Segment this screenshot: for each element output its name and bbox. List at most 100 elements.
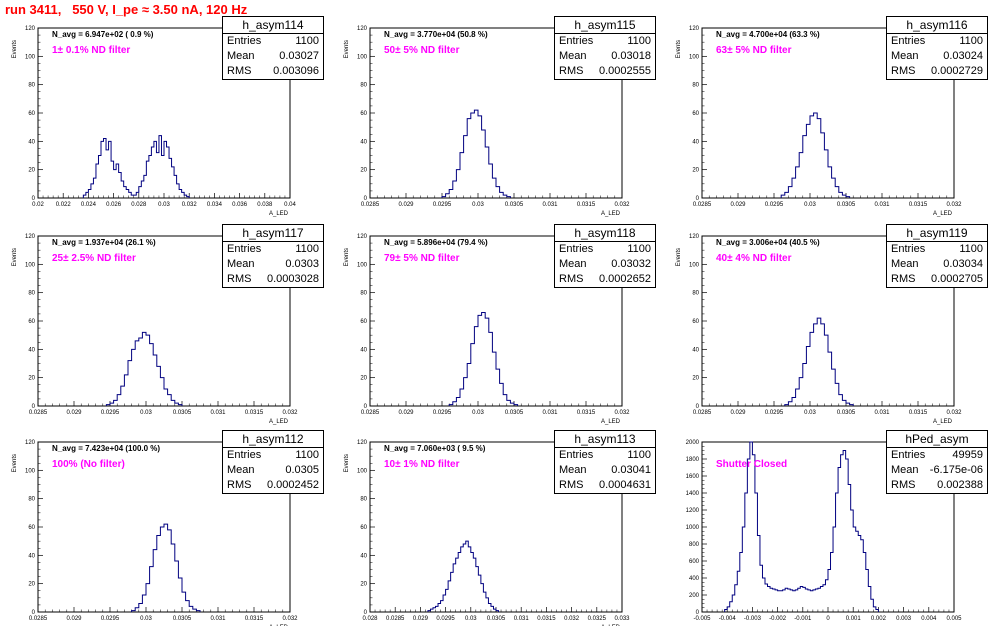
y-tick-label: 60: [28, 525, 35, 531]
stats-row: RMS 0.0002705: [887, 272, 987, 287]
stats-row: RMS 0.0002729: [887, 64, 987, 79]
histogram-panel-h_asym118: 0.0285 0.029 0.0295 0.03 0.0305 0.031 0.0315 0.…: [332, 222, 656, 425]
y-tick-label: 120: [357, 26, 368, 32]
y-tick-label: 20: [360, 582, 367, 588]
y-tick-label: 60: [360, 111, 367, 117]
stats-key: RMS: [227, 65, 252, 77]
x-tick-label: 0.03: [804, 410, 816, 416]
stats-key: RMS: [891, 65, 916, 77]
stats-row: Mean 0.03041: [555, 463, 655, 478]
y-tick-label: 20: [28, 168, 35, 174]
y-tick-label: 1600: [686, 474, 700, 480]
stats-row: RMS 0.002388: [887, 478, 987, 493]
y-axis-label: Events: [676, 40, 682, 58]
x-axis-label: A_LED: [933, 419, 953, 425]
stats-box: hPed_asym Entries 49959 Mean -6.175e-06 RMS 0.…: [886, 430, 988, 494]
y-axis-label: Events: [12, 40, 18, 58]
histogram-svg: 0.0285 0.029 0.0295 0.03 0.0305 0.031 0.0315 0.…: [12, 440, 298, 626]
x-tick-label: 0.029: [730, 202, 746, 208]
y-tick-label: 40: [28, 347, 35, 353]
y-tick-label: 800: [689, 542, 700, 548]
stats-value: 0.03018: [611, 50, 651, 62]
stats-key: RMS: [227, 479, 252, 491]
x-tick-label: 0.032: [282, 410, 298, 416]
stats-row: RMS 0.0003028: [223, 272, 323, 287]
run-title: run 3411, 550 V, I_pe ≈ 3.50 nA, 120 Hz: [5, 2, 248, 17]
y-tick-label: 600: [689, 559, 700, 565]
y-tick-label: 60: [692, 319, 699, 325]
histogram-name: h_asym116: [887, 17, 987, 34]
y-tick-label: 1800: [686, 457, 700, 463]
x-tick-label: 0.034: [207, 202, 223, 208]
x-tick-label: 0.029: [398, 202, 414, 208]
y-tick-label: 20: [28, 376, 35, 382]
x-tick-label: 0.0305: [837, 202, 856, 208]
y-tick-label: 20: [28, 582, 35, 588]
stats-key: RMS: [891, 479, 916, 491]
histogram-line: [427, 540, 500, 612]
y-tick-label: 0: [696, 404, 700, 410]
x-tick-label: 0.031: [210, 616, 226, 622]
stats-box: h_asym116 Entries 1100 Mean 0.03024 RMS 0.0002…: [886, 16, 988, 80]
x-tick-label: 0.03: [158, 202, 170, 208]
y-tick-label: 0: [364, 610, 368, 616]
navg-label: N_avg = 3.770e+04 (50.8 %): [384, 30, 488, 39]
histogram-name: hPed_asym: [887, 431, 987, 448]
x-tick-label: 0.029: [66, 410, 82, 416]
stats-box: h_asym112 Entries 1100 Mean 0.0305 RMS 0.00024…: [222, 430, 324, 494]
stats-box: h_asym119 Entries 1100 Mean 0.03034 RMS 0.0002…: [886, 224, 988, 288]
histogram-panel-h_asym117: 0.0285 0.029 0.0295 0.03 0.0305 0.031 0.0315 0.…: [0, 222, 324, 425]
x-tick-label: -0.002: [769, 616, 787, 622]
y-tick-label: 100: [25, 54, 36, 60]
y-tick-label: 120: [25, 440, 36, 446]
x-tick-label: -0.005: [693, 616, 711, 622]
y-tick-label: 100: [689, 54, 700, 60]
histogram-line: [131, 523, 201, 612]
stats-box: h_asym113 Entries 1100 Mean 0.03041 RMS 0.0004…: [554, 430, 656, 494]
filter-label: 40± 4% ND filter: [716, 253, 792, 264]
stats-row: Entries 1100: [555, 242, 655, 257]
y-tick-label: 1200: [686, 508, 700, 514]
stats-key: Mean: [559, 258, 587, 270]
x-tick-label: 0.03: [465, 616, 477, 622]
stats-row: Entries 1100: [555, 34, 655, 49]
histogram-line: [448, 312, 519, 406]
stats-value: 1100: [627, 449, 651, 461]
stats-key: Entries: [227, 243, 262, 255]
y-tick-label: 60: [28, 111, 35, 117]
y-tick-label: 0: [364, 404, 368, 410]
stats-value: 1100: [295, 243, 319, 255]
stats-box: h_asym114 Entries 1100 Mean 0.03027 RMS 0.0030…: [222, 16, 324, 80]
stats-key: RMS: [559, 65, 584, 77]
stats-box: h_asym118 Entries 1100 Mean 0.03032 RMS 0.0002…: [554, 224, 656, 288]
stats-key: Entries: [891, 449, 926, 461]
y-axis-label: Events: [344, 248, 350, 266]
x-tick-label: 0.02: [32, 202, 44, 208]
histogram-svg: 0.0285 0.029 0.0295 0.03 0.0305 0.031 0.0315 0.…: [676, 234, 962, 425]
histogram-panel-h_asym115: 0.0285 0.029 0.0295 0.03 0.0305 0.031 0.0315 0.…: [332, 14, 656, 217]
stats-value: 1100: [627, 243, 651, 255]
stats-row: Entries 49959: [887, 448, 987, 463]
histogram-panel-h_asym114: 0.02 0.022 0.024 0.026 0.028 0.03 0.032 0.034 0.…: [0, 14, 324, 217]
x-tick-label: 0.03: [804, 202, 816, 208]
y-tick-label: 40: [692, 347, 699, 353]
stats-box: h_asym115 Entries 1100 Mean 0.03018 RMS 0.0002…: [554, 16, 656, 80]
histogram-name: h_asym114: [223, 17, 323, 34]
x-tick-label: 0.032: [946, 202, 962, 208]
x-tick-label: 0.032: [282, 616, 298, 622]
stats-row: Mean 0.03018: [555, 49, 655, 64]
x-tick-label: 0.024: [81, 202, 97, 208]
y-tick-label: 20: [360, 376, 367, 382]
stats-key: Mean: [227, 464, 255, 476]
x-tick-label: -0.004: [719, 616, 737, 622]
y-tick-label: 40: [28, 139, 35, 145]
stats-value: 0.0303: [285, 258, 319, 270]
histogram-name: h_asym119: [887, 225, 987, 242]
x-tick-label: 0.004: [921, 616, 937, 622]
x-tick-label: 0.031: [210, 410, 226, 416]
x-tick-label: 0.032: [614, 410, 630, 416]
x-tick-label: 0.036: [232, 202, 248, 208]
y-tick-label: 100: [689, 262, 700, 268]
x-axis-label: A_LED: [601, 211, 621, 217]
y-tick-label: 40: [360, 347, 367, 353]
